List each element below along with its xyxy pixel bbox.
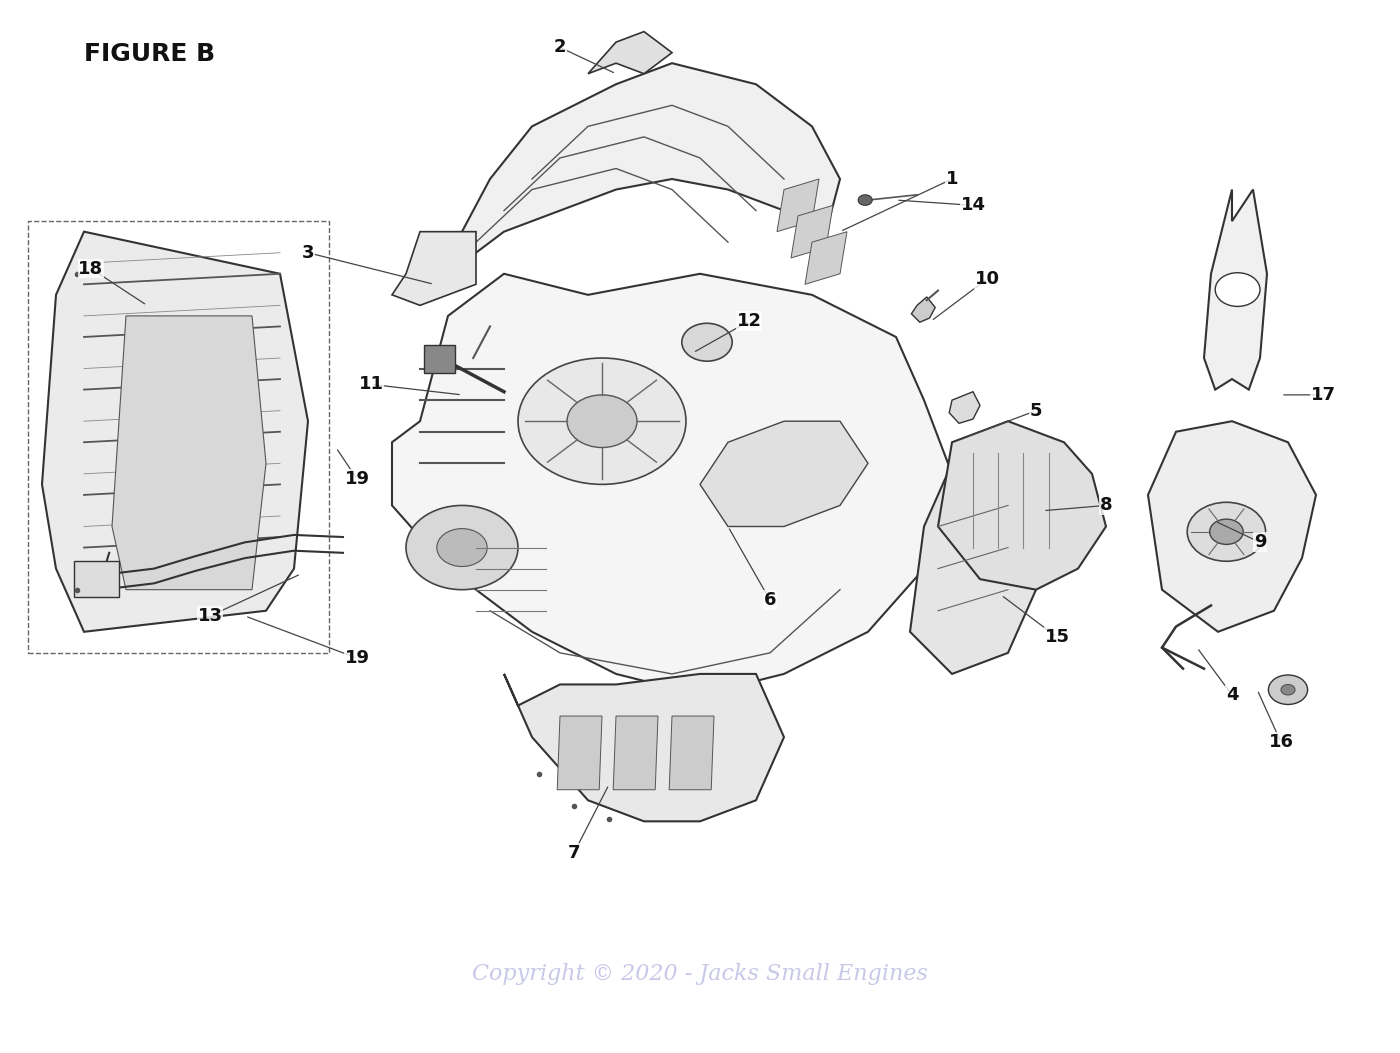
Text: 1: 1 [946,170,958,188]
Text: 12: 12 [736,312,762,331]
Circle shape [858,195,872,205]
Polygon shape [448,63,840,295]
Polygon shape [392,232,476,305]
Polygon shape [392,274,952,695]
Text: 19: 19 [344,649,370,668]
Text: 14: 14 [960,196,986,215]
Text: 5: 5 [1030,401,1042,420]
Text: 11: 11 [358,375,384,394]
FancyBboxPatch shape [74,561,119,597]
Polygon shape [949,392,980,423]
Polygon shape [112,316,266,590]
FancyBboxPatch shape [424,345,455,373]
Text: 17: 17 [1310,385,1336,404]
Text: 4: 4 [1226,686,1238,704]
Polygon shape [938,421,1106,590]
Circle shape [1210,519,1243,544]
Text: 19: 19 [344,470,370,489]
Polygon shape [911,297,935,322]
Polygon shape [791,205,833,258]
Polygon shape [557,716,602,790]
Polygon shape [613,716,658,790]
Text: 18: 18 [78,259,104,278]
Circle shape [1268,675,1308,704]
Circle shape [1215,273,1260,306]
Text: 7: 7 [568,843,580,862]
Text: Copyright © 2020 - Jacks Small Engines: Copyright © 2020 - Jacks Small Engines [472,963,928,985]
Text: 6: 6 [764,591,776,610]
Circle shape [682,323,732,361]
Polygon shape [700,421,868,526]
Text: 9: 9 [1254,533,1266,552]
Circle shape [1187,502,1266,561]
Text: 3: 3 [302,243,314,262]
Polygon shape [805,232,847,284]
Text: 16: 16 [1268,733,1294,752]
Polygon shape [42,232,308,632]
Circle shape [406,505,518,590]
Circle shape [437,529,487,567]
Polygon shape [1148,421,1316,632]
Polygon shape [669,716,714,790]
Circle shape [1281,684,1295,695]
Text: 8: 8 [1099,496,1113,515]
Polygon shape [504,674,784,821]
Polygon shape [1204,190,1267,390]
Polygon shape [588,32,672,74]
Text: 15: 15 [1044,628,1070,647]
Text: 2: 2 [554,38,566,57]
Text: FIGURE B: FIGURE B [84,42,216,66]
Text: 13: 13 [197,607,223,625]
Polygon shape [777,179,819,232]
Circle shape [518,358,686,484]
Text: 10: 10 [974,270,1000,289]
Polygon shape [910,463,1036,674]
Circle shape [567,395,637,448]
